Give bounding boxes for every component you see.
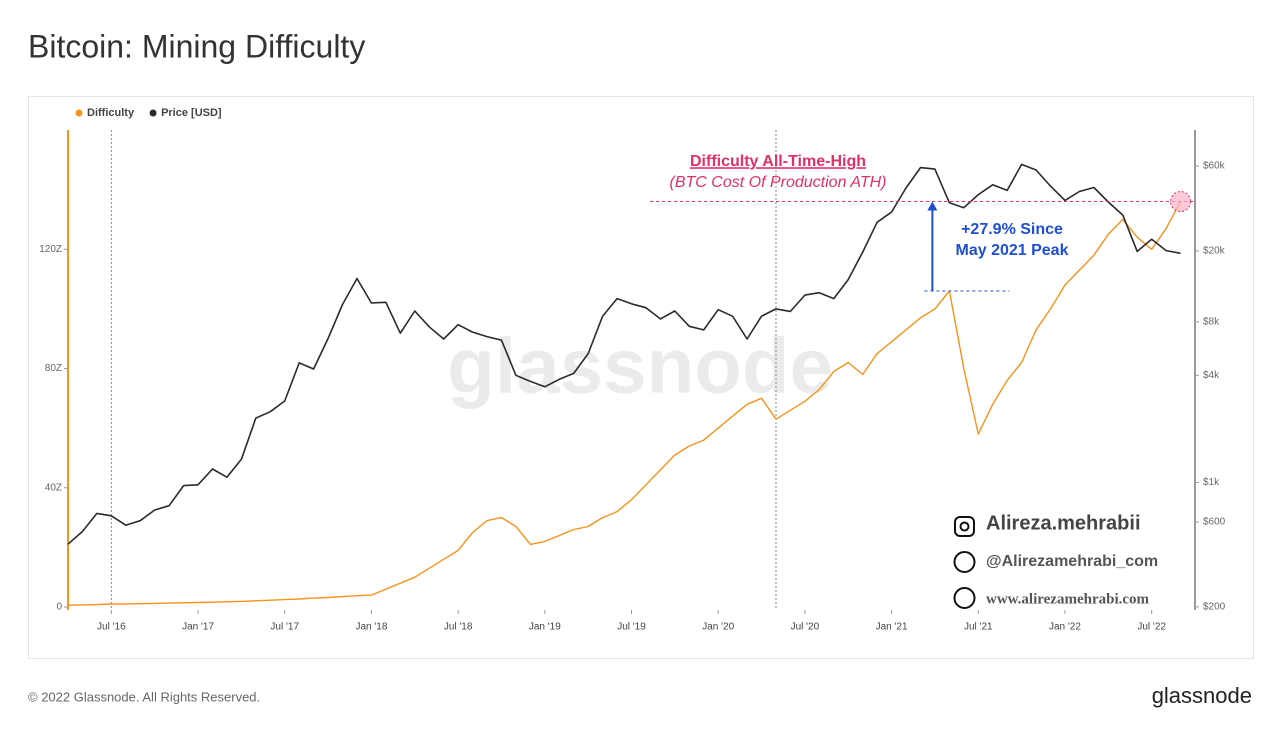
x-tick-label: Jan '20 [702,622,734,633]
y-tick-label: 0 [56,602,62,613]
credit-instagram: Alireza.mehrabii [986,512,1141,534]
footer: © 2022 Glassnode. All Rights Reserved. [28,689,260,704]
y2-tick-label: $4k [1203,370,1220,381]
ath-title: Difficulty All-Time-High [690,153,866,170]
telegram-icon [953,551,976,573]
legend-label: Price [USD] [161,107,222,119]
credit-telegram: @Alirezamehrabi_com [986,553,1158,570]
x-tick-label: Jul '18 [444,622,473,633]
y2-tick-label: $60k [1203,161,1226,172]
instagram-icon-dot [959,521,970,532]
credit-web: www.alirezamehrabi.com [986,591,1150,607]
x-tick-label: Jan '21 [876,622,908,633]
x-tick-label: Jul '19 [617,622,646,633]
y2-tick-label: $8k [1203,316,1220,327]
credits: Alireza.mehrabii @Alirezamehrabi_com www… [953,512,1158,609]
x-tick-label: Jan '18 [355,622,387,633]
series-line [67,201,1182,606]
x-tick-label: Jul '22 [1137,622,1166,633]
ath-subtitle: (BTC Cost Of Production ATH) [670,174,887,191]
y2-tick-label: $200 [1203,601,1226,612]
legend-swatch [149,109,157,117]
y-tick-label: 120Z [39,244,62,255]
x-tick-label: Jan '22 [1049,622,1081,633]
chart-title: Bitcoin: Mining Difficulty [28,28,365,64]
y-tick-label: 40Z [45,482,62,493]
web-icon [953,587,976,609]
change-arrowhead [927,201,938,211]
x-tick-label: Jan '17 [182,622,214,633]
chart-frame [28,96,1254,659]
series-line [67,163,1181,545]
x-tick-label: Jul '17 [270,622,299,633]
change-label: May 2021 Peak [956,242,1069,259]
instagram-icon [954,516,975,537]
logo: glassnode [1152,683,1252,708]
ath-marker [1170,191,1192,213]
y-tick-label: 80Z [45,363,62,374]
legend-swatch [75,109,83,117]
x-tick-label: Jul '16 [97,622,126,633]
legend-label: Difficulty [87,107,135,119]
y2-tick-label: $20k [1203,246,1226,257]
x-tick-label: Jul '20 [791,622,820,633]
y2-tick-label: $600 [1203,517,1226,528]
change-label: +27.9% Since [961,221,1063,238]
watermark: glassnode [447,322,833,410]
x-tick-label: Jan '19 [529,622,561,633]
y2-tick-label: $1k [1203,477,1220,488]
x-tick-label: Jul '21 [964,622,993,633]
